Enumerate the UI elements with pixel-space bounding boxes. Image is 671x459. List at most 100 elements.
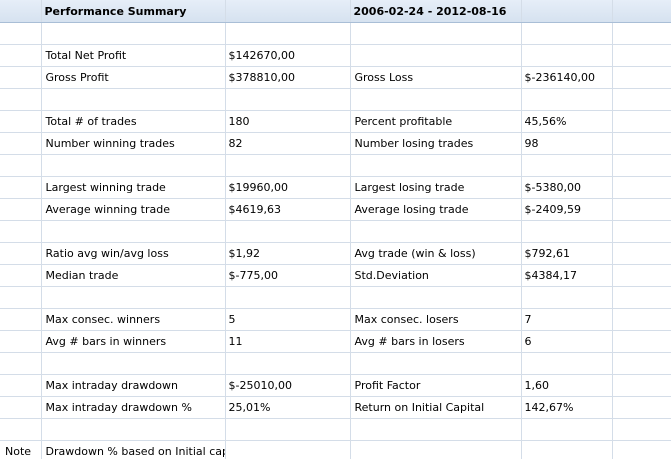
metric-value-right[interactable]: [521, 440, 613, 459]
empty-cell[interactable]: [612, 176, 671, 199]
metric-label[interactable]: Max consec. winners: [41, 308, 226, 331]
metric-value-right[interactable]: [521, 352, 613, 375]
header-empty-cell[interactable]: [612, 0, 671, 23]
note-cell[interactable]: [0, 132, 42, 155]
metric-label-right[interactable]: [350, 440, 522, 459]
note-cell[interactable]: [0, 330, 42, 353]
metric-value[interactable]: 25,01%: [225, 396, 351, 419]
metric-value[interactable]: $1,92: [225, 242, 351, 265]
metric-label[interactable]: Median trade: [41, 264, 226, 287]
header-empty-cell[interactable]: [521, 0, 613, 23]
note-cell[interactable]: [0, 374, 42, 397]
note-cell[interactable]: [0, 242, 42, 265]
note-cell[interactable]: [0, 418, 42, 441]
empty-cell[interactable]: [612, 132, 671, 155]
metric-label-right[interactable]: [350, 22, 522, 45]
metric-value[interactable]: [225, 418, 351, 441]
empty-cell[interactable]: [612, 396, 671, 419]
header-date-range[interactable]: 2006-02-24 - 2012-08-16: [350, 0, 522, 23]
note-cell[interactable]: [0, 198, 42, 221]
metric-value[interactable]: [225, 88, 351, 111]
metric-value-right[interactable]: 142,67%: [521, 396, 613, 419]
metric-value[interactable]: [225, 154, 351, 177]
metric-value-right[interactable]: $-2409,59: [521, 198, 613, 221]
empty-cell[interactable]: [612, 308, 671, 331]
metric-value[interactable]: $-775,00: [225, 264, 351, 287]
metric-value-right[interactable]: [521, 286, 613, 309]
note-cell[interactable]: [0, 220, 42, 243]
empty-cell[interactable]: [612, 198, 671, 221]
note-cell[interactable]: [0, 22, 42, 45]
metric-label-right[interactable]: Return on Initial Capital: [350, 396, 522, 419]
metric-label[interactable]: Max intraday drawdown %: [41, 396, 226, 419]
metric-value[interactable]: $142670,00: [225, 44, 351, 67]
metric-label-right[interactable]: [350, 286, 522, 309]
metric-value[interactable]: $19960,00: [225, 176, 351, 199]
metric-value-right[interactable]: 1,60: [521, 374, 613, 397]
metric-value[interactable]: 180: [225, 110, 351, 133]
empty-cell[interactable]: [612, 66, 671, 89]
note-cell[interactable]: [0, 44, 42, 67]
metric-label-right[interactable]: Gross Loss: [350, 66, 522, 89]
metric-label[interactable]: Max intraday drawdown: [41, 374, 226, 397]
metric-label-right[interactable]: [350, 352, 522, 375]
empty-cell[interactable]: [612, 44, 671, 67]
metric-label-right[interactable]: Std.Deviation: [350, 264, 522, 287]
metric-label-right[interactable]: [350, 44, 522, 67]
metric-value[interactable]: [225, 286, 351, 309]
empty-cell[interactable]: [612, 154, 671, 177]
empty-cell[interactable]: [612, 330, 671, 353]
metric-label[interactable]: [41, 220, 226, 243]
metric-label[interactable]: [41, 418, 226, 441]
metric-label-right[interactable]: Profit Factor: [350, 374, 522, 397]
metric-label[interactable]: Avg # bars in winners: [41, 330, 226, 353]
metric-value[interactable]: $378810,00: [225, 66, 351, 89]
metric-label-right[interactable]: [350, 418, 522, 441]
empty-cell[interactable]: [612, 286, 671, 309]
metric-label[interactable]: [41, 286, 226, 309]
note-cell[interactable]: [0, 176, 42, 199]
metric-value-right[interactable]: [521, 154, 613, 177]
metric-value-right[interactable]: [521, 22, 613, 45]
metric-label-right[interactable]: Largest losing trade: [350, 176, 522, 199]
note-cell[interactable]: Note: [0, 440, 42, 459]
metric-value-right[interactable]: 98: [521, 132, 613, 155]
metric-value[interactable]: $4619,63: [225, 198, 351, 221]
metric-value-right[interactable]: $-5380,00: [521, 176, 613, 199]
metric-label-right[interactable]: Number losing trades: [350, 132, 522, 155]
metric-value-right[interactable]: [521, 418, 613, 441]
metric-value-right[interactable]: $792,61: [521, 242, 613, 265]
note-cell[interactable]: [0, 352, 42, 375]
note-cell[interactable]: [0, 396, 42, 419]
metric-label[interactable]: Average winning trade: [41, 198, 226, 221]
empty-cell[interactable]: [612, 264, 671, 287]
metric-value[interactable]: [225, 352, 351, 375]
note-cell[interactable]: [0, 154, 42, 177]
empty-cell[interactable]: [612, 88, 671, 111]
metric-label[interactable]: Total Net Profit: [41, 44, 226, 67]
metric-value[interactable]: 82: [225, 132, 351, 155]
metric-label[interactable]: Number winning trades: [41, 132, 226, 155]
metric-value-right[interactable]: [521, 220, 613, 243]
metric-label[interactable]: [41, 154, 226, 177]
metric-value-right[interactable]: $-236140,00: [521, 66, 613, 89]
metric-value[interactable]: $-25010,00: [225, 374, 351, 397]
header-note-cell[interactable]: [0, 0, 42, 23]
metric-label-right[interactable]: Max consec. losers: [350, 308, 522, 331]
header-empty-cell[interactable]: [225, 0, 351, 23]
metric-label[interactable]: Ratio avg win/avg loss: [41, 242, 226, 265]
empty-cell[interactable]: [612, 352, 671, 375]
metric-value-right[interactable]: 45,56%: [521, 110, 613, 133]
metric-value[interactable]: 11: [225, 330, 351, 353]
metric-label[interactable]: Gross Profit: [41, 66, 226, 89]
empty-cell[interactable]: [612, 110, 671, 133]
note-cell[interactable]: [0, 308, 42, 331]
metric-label[interactable]: Total # of trades: [41, 110, 226, 133]
metric-value-right[interactable]: $4384,17: [521, 264, 613, 287]
metric-label-right[interactable]: Average losing trade: [350, 198, 522, 221]
metric-label-right[interactable]: Avg trade (win & loss): [350, 242, 522, 265]
metric-value[interactable]: [225, 220, 351, 243]
metric-value-right[interactable]: 7: [521, 308, 613, 331]
metric-label[interactable]: [41, 352, 226, 375]
metric-label-right[interactable]: Percent profitable: [350, 110, 522, 133]
